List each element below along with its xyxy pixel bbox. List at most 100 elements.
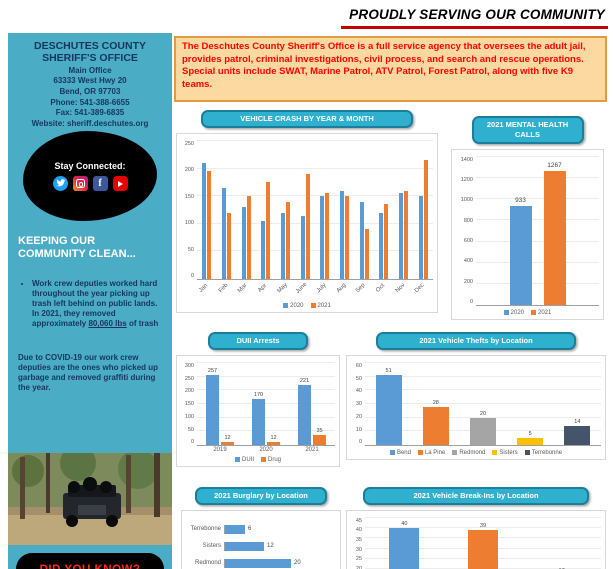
bar <box>359 201 364 279</box>
y-tick-label: 20 <box>355 413 362 420</box>
x-axis: 2019 2020 2021 <box>197 447 335 453</box>
x-axis-label: Dec <box>414 282 426 294</box>
legend-item: 2020 <box>503 309 524 316</box>
bar <box>300 215 305 279</box>
gridline <box>197 388 335 390</box>
bar-groups <box>197 142 433 279</box>
y-tick-label: 150 <box>184 401 194 407</box>
y-tick-label: 30 <box>355 401 362 407</box>
legend-label: DUII <box>241 456 254 463</box>
y-tick-label: 600 <box>463 237 473 244</box>
chart-frame: Terrebonne 6 Sisters 12 Redmond 20 <box>181 509 341 569</box>
gridline <box>365 361 601 363</box>
bar <box>202 162 207 279</box>
category-label: Sisters <box>202 543 221 550</box>
gridline <box>197 402 335 404</box>
legend-swatch <box>260 456 266 462</box>
vehicle-crash-panel: VEHICLE CRASH BY YEAR & MONTH 250 200 150 1… <box>176 110 438 313</box>
vehicle-crash-chart: 250 200 150 100 50 0 Jan Feb Mar Apr May June July Au… <box>181 139 433 309</box>
y-tick-label: 0 <box>469 298 473 305</box>
gridline <box>197 429 335 431</box>
bars: 51 <box>375 368 402 445</box>
legend-item: Redmond <box>452 449 486 456</box>
bars <box>398 190 408 279</box>
bars <box>202 162 212 279</box>
bar <box>241 206 246 279</box>
y-tick-label: 200 <box>463 278 473 285</box>
legend-item: Terrebonne <box>524 449 562 456</box>
y-tick-label: 45 <box>355 517 362 524</box>
bar <box>325 192 330 279</box>
bar <box>266 181 271 279</box>
plot-area <box>197 139 433 280</box>
category-label: Redmond <box>194 560 221 567</box>
y-axis: 454035302520151050 <box>351 517 365 569</box>
bullet-text-underlined: 80,060 lbs <box>88 319 127 328</box>
bars <box>339 190 349 279</box>
y-tick-label: 40 <box>355 527 362 534</box>
plot-area: 933 1267 <box>476 155 599 306</box>
bar: 51 <box>375 368 402 445</box>
x-axis-label: 2020 <box>259 446 273 453</box>
bar-group: 257 12 <box>206 368 234 445</box>
address-line: Bend, OR 97703 <box>59 86 121 96</box>
bars: 14 <box>564 419 591 445</box>
plot-row: 454035302520151050403917 <box>351 516 601 569</box>
bar-group: 221 35 <box>298 378 326 445</box>
bar-group <box>241 195 251 279</box>
bar <box>344 195 349 279</box>
fax-line: Fax: 541-389-6835 <box>55 108 125 118</box>
bar <box>398 192 403 279</box>
bars: 20 <box>469 411 496 445</box>
bars: 170 12 <box>252 392 280 445</box>
gridline <box>365 516 601 518</box>
clean-bullet-item: Work crew deputies worked hard throughou… <box>32 279 164 329</box>
legend-item: 2021 <box>531 309 551 316</box>
gridline <box>476 261 599 263</box>
bar <box>225 524 245 534</box>
bar-value-label: 257 <box>207 367 218 374</box>
legend-item: Bend <box>389 449 411 456</box>
vehicle-thefts-panel: 2021 Vehicle Thefts by Location 60 50 40 30… <box>346 332 606 460</box>
bar <box>403 190 408 279</box>
did-you-know-label: DID YOU KNOW? <box>40 564 141 569</box>
hbar-area: 6 <box>224 524 336 534</box>
bar <box>339 190 344 279</box>
bar-groups: 40 39 17 <box>365 519 601 569</box>
category-label: Terrebonne <box>190 526 221 533</box>
bar-value-label: 40 <box>401 520 408 527</box>
facebook-icon[interactable]: f <box>92 176 108 191</box>
chart-frame: 60 50 40 30 20 10 0 51 28 20 5 14 Bend La Pine Redmond… <box>346 354 606 460</box>
legend-label: Redmond <box>459 449 486 456</box>
bar: 35 <box>313 428 326 445</box>
y-tick-label: 0 <box>190 273 194 280</box>
bar <box>207 170 212 279</box>
bar: 5 <box>517 431 544 445</box>
bar-value-label: 51 <box>385 367 392 374</box>
y-tick-label: 40 <box>355 388 362 395</box>
legend-label: La Pine <box>424 449 446 456</box>
bar <box>225 541 264 551</box>
hbar-row: Terrebonne 6 <box>186 521 336 538</box>
bar <box>225 558 291 568</box>
gridline <box>197 375 335 377</box>
bars: 257 12 <box>206 368 234 445</box>
youtube-icon[interactable] <box>112 176 128 191</box>
y-axis: 250 200 150 100 50 0 <box>181 141 197 280</box>
bar: 12 <box>221 435 234 445</box>
bar-group <box>418 159 428 279</box>
org-name: DESCHUTES COUNTY SHERIFF'S OFFICE <box>33 40 146 65</box>
twitter-icon[interactable] <box>52 176 68 191</box>
bar: 933 <box>509 197 532 305</box>
bar-value-label: 17 <box>559 568 565 569</box>
instagram-icon[interactable] <box>72 176 88 191</box>
keeping-clean-heading: KEEPING OUR COMMUNITY CLEAN... <box>18 235 136 261</box>
bar <box>384 203 389 279</box>
legend: 2020 2021 <box>181 302 433 309</box>
y-tick-label: 50 <box>355 375 362 382</box>
bullet-text: Work crew deputies worked hard throughou… <box>32 279 158 328</box>
bars: 221 35 <box>298 378 326 445</box>
clean-bullet-list: Work crew deputies worked hard throughou… <box>32 279 164 329</box>
gridline <box>365 388 601 390</box>
y-tick-label: 60 <box>355 362 362 369</box>
